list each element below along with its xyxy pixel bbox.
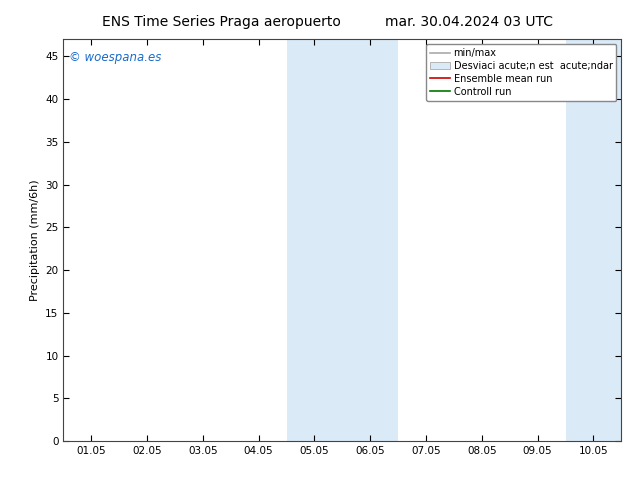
Text: mar. 30.04.2024 03 UTC: mar. 30.04.2024 03 UTC <box>385 15 553 29</box>
Text: ENS Time Series Praga aeropuerto: ENS Time Series Praga aeropuerto <box>103 15 341 29</box>
Bar <box>287 39 398 441</box>
Y-axis label: Precipitation (mm/6h): Precipitation (mm/6h) <box>30 179 40 301</box>
Bar <box>566 39 621 441</box>
Text: © woespana.es: © woespana.es <box>69 51 162 64</box>
Legend: min/max, Desviaci acute;n est  acute;ndar, Ensemble mean run, Controll run: min/max, Desviaci acute;n est acute;ndar… <box>426 44 616 100</box>
